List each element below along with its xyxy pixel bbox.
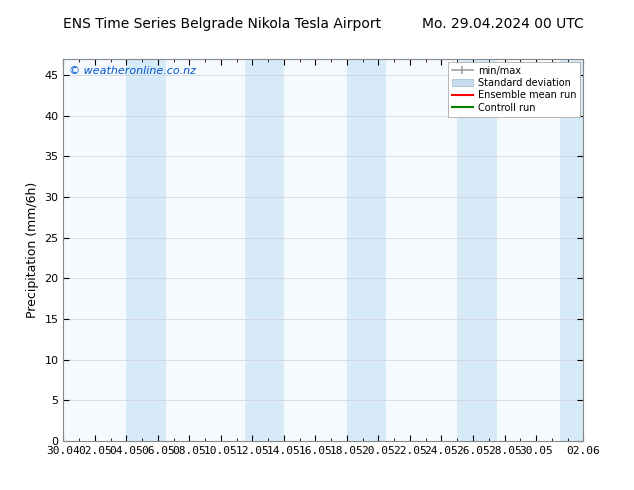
Text: ENS Time Series Belgrade Nikola Tesla Airport: ENS Time Series Belgrade Nikola Tesla Ai… bbox=[63, 17, 382, 31]
Y-axis label: Precipitation (mm/6h): Precipitation (mm/6h) bbox=[26, 182, 39, 318]
Bar bbox=[560, 59, 583, 441]
Bar bbox=[347, 59, 386, 441]
Text: Mo. 29.04.2024 00 UTC: Mo. 29.04.2024 00 UTC bbox=[422, 17, 583, 31]
Legend: min/max, Standard deviation, Ensemble mean run, Controll run: min/max, Standard deviation, Ensemble me… bbox=[448, 62, 580, 117]
Bar bbox=[245, 59, 284, 441]
Text: © weatheronline.co.nz: © weatheronline.co.nz bbox=[68, 67, 196, 76]
Bar bbox=[126, 59, 166, 441]
Bar bbox=[457, 59, 496, 441]
